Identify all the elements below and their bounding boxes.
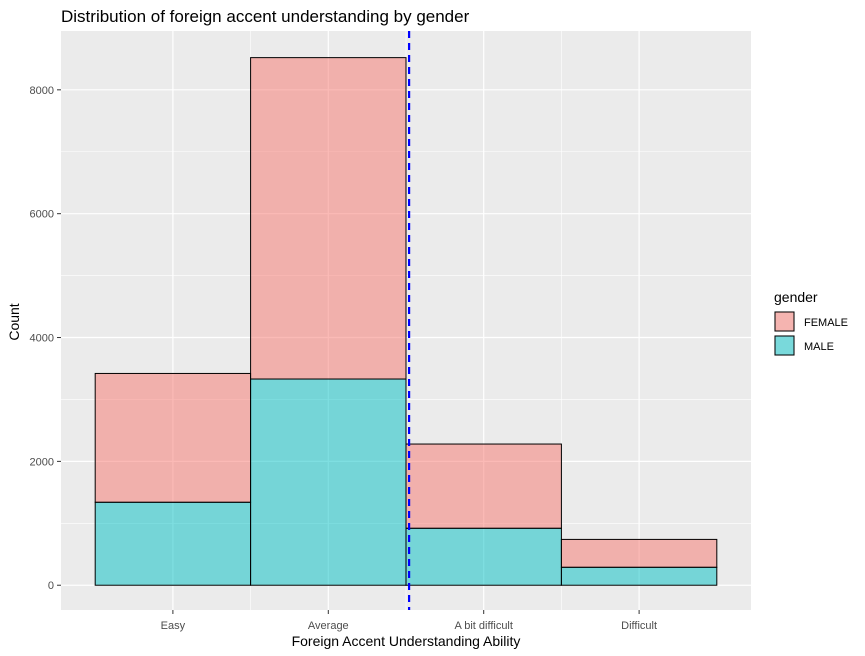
y-tick-label: 0	[48, 580, 54, 592]
bar-female-a-bit-difficult	[405, 443, 562, 529]
legend-title: gender	[774, 289, 818, 305]
y-axis-ticks: 0 2000 4000 6000 8000	[30, 85, 61, 592]
bar-female-easy	[94, 372, 252, 503]
legend-key-female	[774, 311, 795, 332]
y-tick-label: 4000	[30, 333, 54, 345]
legend-label-male: MALE	[804, 341, 834, 353]
y-tick-label: 2000	[30, 456, 54, 468]
x-axis-title: Foreign Accent Understanding Ability	[292, 633, 521, 649]
x-tick-label: Difficult	[621, 620, 657, 632]
chart-title: Distribution of foreign accent understan…	[61, 7, 470, 26]
legend-key-male	[774, 335, 795, 356]
x-axis-ticks: Easy Average A bit difficult Difficult	[161, 610, 657, 632]
x-tick-label: A bit difficult	[454, 620, 513, 632]
bar-male-easy	[94, 501, 252, 586]
y-tick-label: 6000	[30, 209, 54, 221]
x-tick-label: Average	[308, 620, 349, 632]
legend-label-female: FEMALE	[804, 317, 848, 329]
x-tick-label: Easy	[161, 620, 186, 632]
y-axis-title: Count	[6, 303, 22, 340]
bar-male-a-bit-difficult	[405, 527, 562, 586]
bar-male-difficult	[560, 566, 718, 586]
legend: gender FEMALE MALE	[774, 289, 848, 356]
bars	[94, 57, 718, 586]
y-tick-label: 8000	[30, 85, 54, 97]
bar-male-average	[250, 378, 407, 586]
bar-female-average	[250, 57, 407, 380]
bar-female-difficult	[560, 538, 718, 568]
